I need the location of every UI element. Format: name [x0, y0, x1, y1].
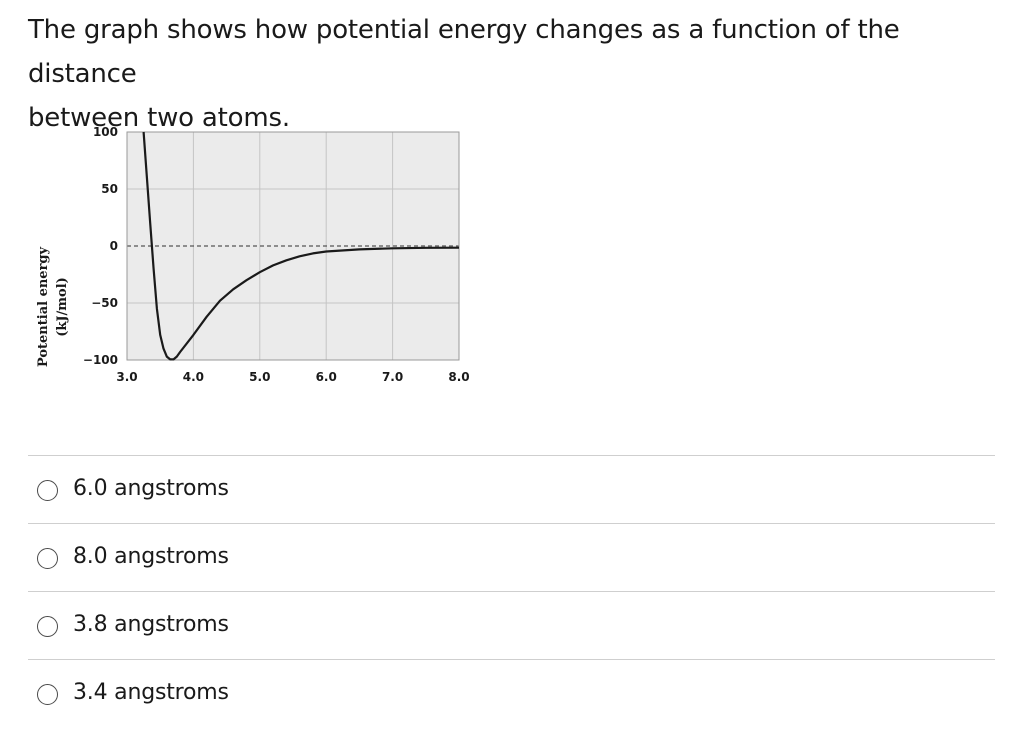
chart-svg: 100 50 0 −50 −100 3.0 4.0 5.0 6.0 7.0 8.0 Potentia…: [36, 125, 470, 384]
radio-button[interactable]: [37, 616, 58, 637]
potential-energy-curve: [142, 131, 460, 361]
answer-option[interactable]: 3.4 angstroms: [28, 659, 995, 727]
answer-option-label: 3.4 angstroms: [73, 680, 229, 705]
y-tick-label: 0: [110, 239, 118, 253]
y-tick-label: −100: [83, 353, 118, 367]
y-tick-label: 50: [101, 182, 118, 196]
x-tick-label: 8.0: [448, 370, 469, 384]
answer-option-label: 8.0 angstroms: [73, 544, 229, 569]
x-tick-label: 3.0: [116, 370, 137, 384]
answer-option[interactable]: 6.0 angstroms: [28, 455, 995, 523]
radio-button[interactable]: [37, 480, 58, 501]
x-tick-label: 4.0: [183, 370, 204, 384]
y-tick-label: −50: [91, 296, 118, 310]
radio-button[interactable]: [37, 684, 58, 705]
radio-button[interactable]: [37, 548, 58, 569]
y-axis-label-line-1: Potential energy: [36, 246, 51, 367]
answer-option-label: 3.8 angstroms: [73, 612, 229, 637]
answer-option-label: 6.0 angstroms: [73, 476, 229, 501]
question-line-1: The graph shows how potential energy cha…: [28, 15, 900, 89]
question-line-2: between two atoms.: [28, 103, 290, 133]
answer-option[interactable]: 3.8 angstroms: [28, 591, 995, 659]
question-text: The graph shows how potential energy cha…: [28, 8, 1003, 140]
potential-energy-chart: 100 50 0 −50 −100 3.0 4.0 5.0 6.0 7.0 8.0 Potentia…: [0, 120, 520, 410]
y-axis-label-line-2: (kJ/mol): [55, 277, 70, 337]
plot-border: [126, 131, 460, 361]
answer-option[interactable]: 8.0 angstroms: [28, 523, 995, 591]
x-tick-label: 6.0: [316, 370, 337, 384]
x-tick-label: 7.0: [382, 370, 403, 384]
answer-options: 6.0 angstroms 8.0 angstroms 3.8 angstrom…: [28, 455, 995, 727]
x-tick-label: 5.0: [249, 370, 270, 384]
y-tick-label: 100: [93, 125, 118, 139]
